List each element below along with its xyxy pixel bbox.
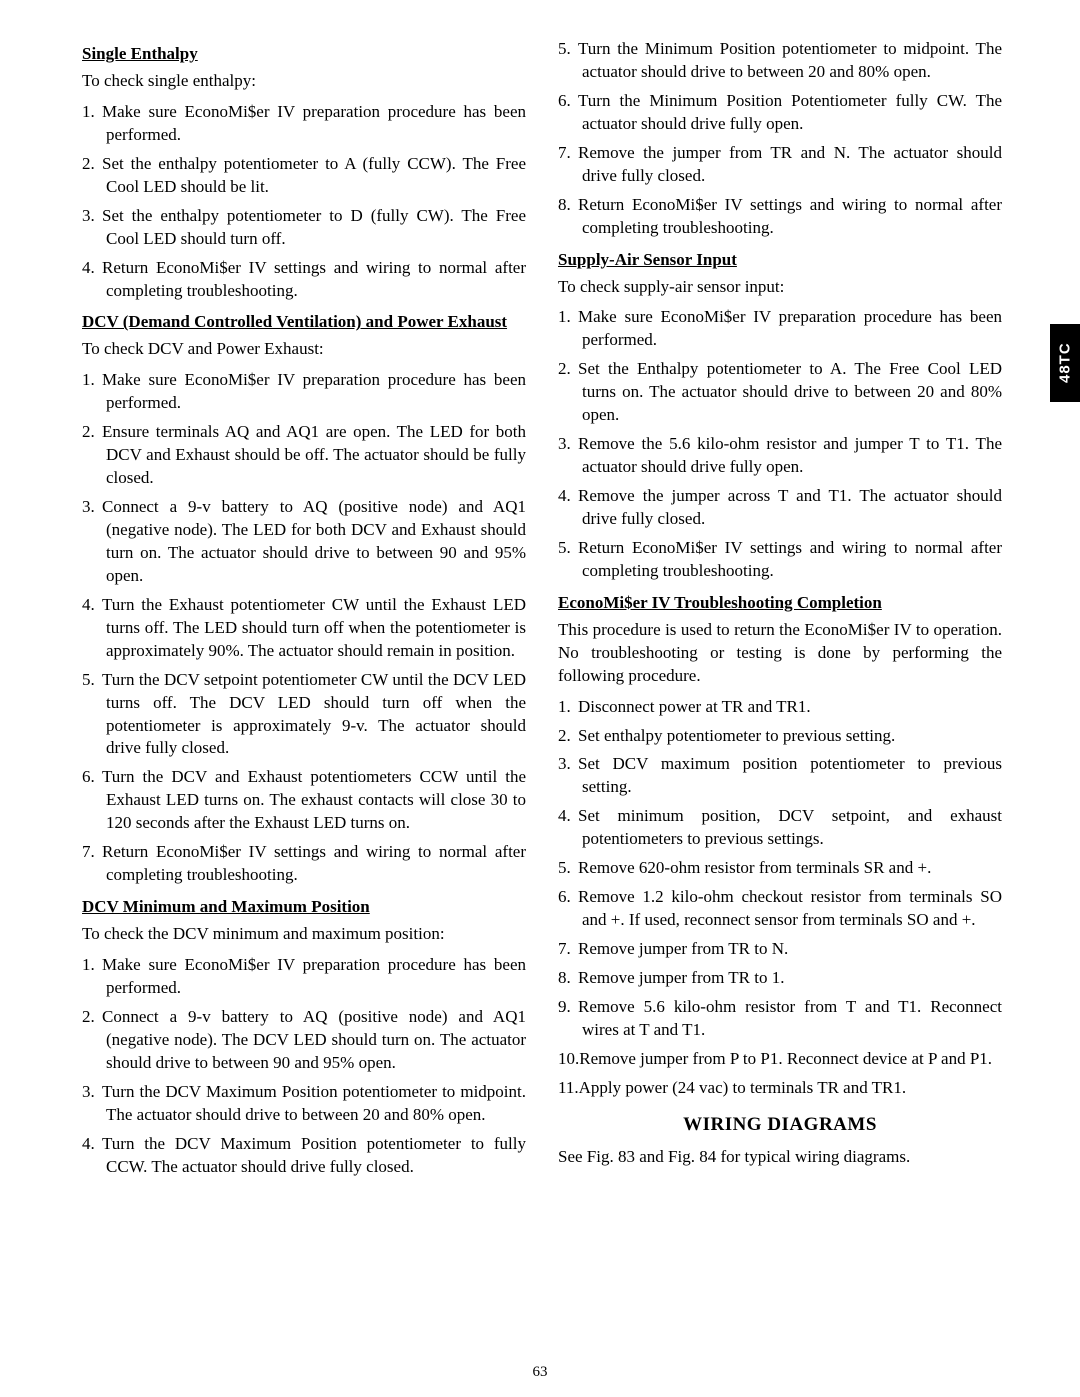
list-item: Make sure EconoMi$er IV preparation proc… (82, 101, 526, 147)
list-item: Set enthalpy potentiometer to previous s… (558, 725, 1002, 748)
ordered-list-continued: Turn the Minimum Position potentiometer … (558, 38, 1002, 240)
side-tab-label: 48TC (1050, 324, 1080, 402)
list-item: Remove jumper from P to P1. Reconnect de… (558, 1048, 1002, 1071)
list-item: Set minimum position, DCV setpoint, and … (558, 805, 1002, 851)
list-item: Return EconoMi$er IV settings and wiring… (558, 194, 1002, 240)
list-item: Remove 620-ohm resistor from terminals S… (558, 857, 1002, 880)
section-intro: This procedure is used to return the Eco… (558, 619, 1002, 688)
section-intro: To check single enthalpy: (82, 70, 526, 93)
section-heading: Supply-Air Sensor Input (558, 250, 1002, 270)
list-item: Turn the DCV Maximum Position potentiome… (82, 1081, 526, 1127)
section-intro: To check supply-air sensor input: (558, 276, 1002, 299)
list-item: Ensure terminals AQ and AQ1 are open. Th… (82, 421, 526, 490)
list-item: Disconnect power at TR and TR1. (558, 696, 1002, 719)
document-page: Single Enthalpy To check single enthalpy… (0, 0, 1080, 1218)
list-item: Remove the 5.6 kilo-ohm resistor and jum… (558, 433, 1002, 479)
list-item: Set DCV maximum position potentiometer t… (558, 753, 1002, 799)
section-heading: Single Enthalpy (82, 44, 526, 64)
list-item: Return EconoMi$er IV settings and wiring… (82, 841, 526, 887)
ordered-list: Make sure EconoMi$er IV preparation proc… (82, 954, 526, 1178)
list-item: Turn the Minimum Position Potentiometer … (558, 90, 1002, 136)
list-item: Remove jumper from TR to N. (558, 938, 1002, 961)
two-column-layout: Single Enthalpy To check single enthalpy… (82, 38, 1002, 1188)
list-item: Make sure EconoMi$er IV preparation proc… (82, 369, 526, 415)
list-item: Remove jumper from TR to 1. (558, 967, 1002, 990)
list-item: Connect a 9-v battery to AQ (positive no… (82, 496, 526, 588)
list-item: Turn the Exhaust potentiometer CW until … (82, 594, 526, 663)
section-heading: EconoMi$er IV Troubleshooting Completion (558, 593, 1002, 613)
list-item: Remove the jumper across T and T1. The a… (558, 485, 1002, 531)
list-item: Return EconoMi$er IV settings and wiring… (82, 257, 526, 303)
ordered-list: Disconnect power at TR and TR1. Set enth… (558, 696, 1002, 1100)
list-item: Make sure EconoMi$er IV preparation proc… (558, 306, 1002, 352)
ordered-list: Make sure EconoMi$er IV preparation proc… (82, 101, 526, 303)
list-item: Apply power (24 vac) to terminals TR and… (558, 1077, 1002, 1100)
ordered-list: Make sure EconoMi$er IV preparation proc… (558, 306, 1002, 582)
ordered-list: Make sure EconoMi$er IV preparation proc… (82, 369, 526, 887)
page-number: 63 (0, 1364, 1080, 1381)
list-item: Set the enthalpy potentiometer to D (ful… (82, 205, 526, 251)
list-item: Turn the DCV setpoint potentiometer CW u… (82, 669, 526, 761)
list-item: Turn the Minimum Position potentiometer … (558, 38, 1002, 84)
list-item: Remove the jumper from TR and N. The act… (558, 142, 1002, 188)
list-item: Set the enthalpy potentiometer to A (ful… (82, 153, 526, 199)
list-item: Set the Enthalpy potentiometer to A. The… (558, 358, 1002, 427)
list-item: Turn the DCV and Exhaust potentiometers … (82, 766, 526, 835)
section-intro: To check DCV and Power Exhaust: (82, 338, 526, 361)
list-item: Return EconoMi$er IV settings and wiring… (558, 537, 1002, 583)
list-item: Make sure EconoMi$er IV preparation proc… (82, 954, 526, 1000)
list-item: Turn the DCV Maximum Position potentiome… (82, 1133, 526, 1179)
list-item: Remove 5.6 kilo-ohm resistor from T and … (558, 996, 1002, 1042)
section-heading: DCV Minimum and Maximum Position (82, 897, 526, 917)
list-item: Connect a 9-v battery to AQ (positive no… (82, 1006, 526, 1075)
section-heading: DCV (Demand Controlled Ventilation) and … (82, 312, 526, 332)
right-column: Turn the Minimum Position potentiometer … (558, 38, 1002, 1188)
main-heading: WIRING DIAGRAMS (558, 1114, 1002, 1136)
body-text: See Fig. 83 and Fig. 84 for typical wiri… (558, 1146, 1002, 1169)
left-column: Single Enthalpy To check single enthalpy… (82, 38, 526, 1188)
section-intro: To check the DCV minimum and maximum pos… (82, 923, 526, 946)
list-item: Remove 1.2 kilo-ohm checkout resistor fr… (558, 886, 1002, 932)
